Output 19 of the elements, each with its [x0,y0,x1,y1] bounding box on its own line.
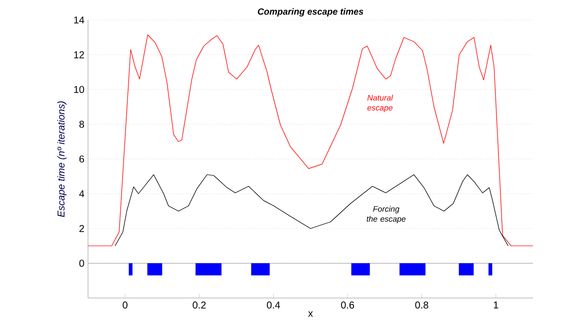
y-tick-label: 8 [79,120,84,128]
x-tick-label: 0.8 [415,302,428,309]
y-tick-label: 2 [79,225,84,232]
x-tick-label: 0.2 [192,302,206,309]
y-tick-label: 4 [79,190,84,198]
x-tick-label: 1 [494,302,498,308]
x-tick-label: 0.6 [341,302,354,309]
y-tick-label: 14 [74,16,84,24]
x-axis-title: x [308,311,313,317]
y-tick-label: 0 [79,260,84,267]
y-tick-label: 12 [74,51,84,58]
line-series [114,174,508,246]
y-axis-title: Escape time (nº iterations) [57,101,67,217]
x-tick-label: 0.4 [266,302,280,309]
x-tick-label: 0 [122,302,128,309]
line-series [88,34,534,246]
y-tick-label: 6 [79,155,84,163]
y-tick-label: 10 [74,86,84,94]
chart-title: Comparing escape times [258,8,364,16]
